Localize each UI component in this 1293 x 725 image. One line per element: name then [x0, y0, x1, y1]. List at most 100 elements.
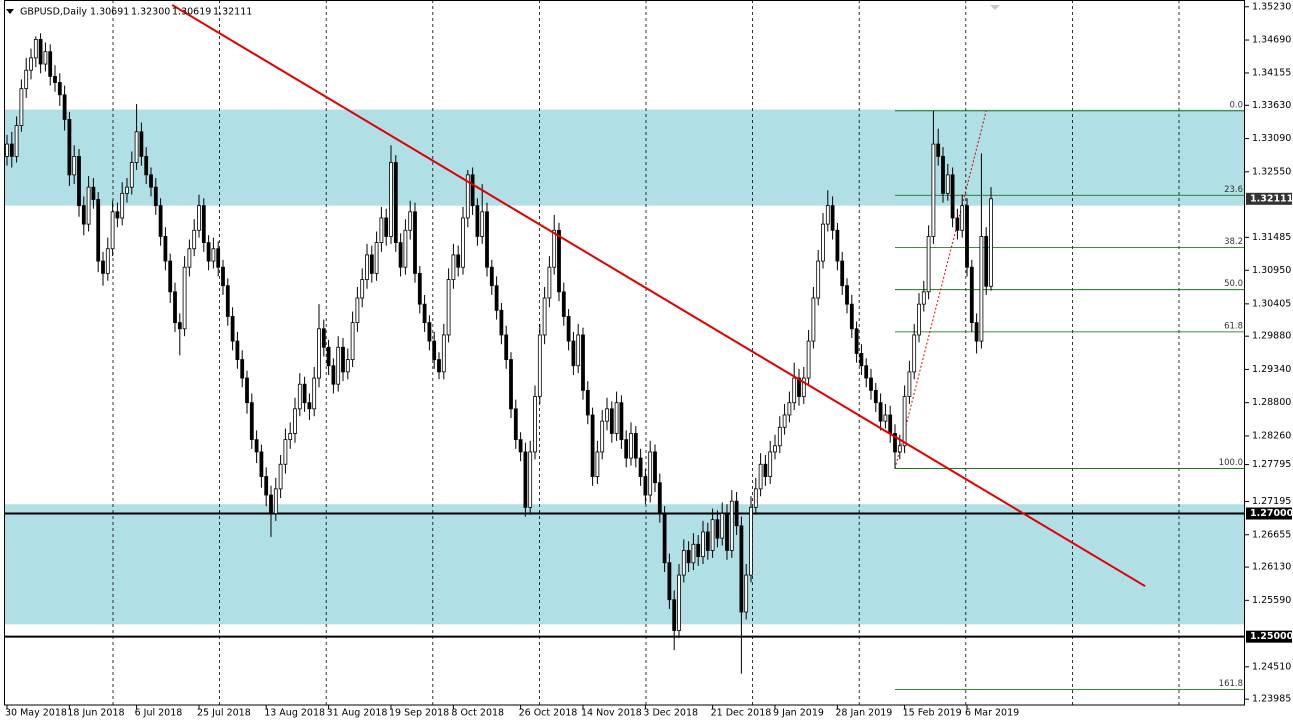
- candle-body: [869, 377, 873, 391]
- candle-body: [77, 155, 81, 207]
- candle-body: [504, 334, 509, 360]
- candle-body: [278, 463, 283, 490]
- candle-body: [715, 519, 720, 539]
- candle-body: [317, 328, 321, 379]
- candle-body: [605, 408, 609, 422]
- price-box-label: 1.25000: [1250, 631, 1293, 642]
- candle-body: [936, 143, 941, 157]
- candle-body: [773, 445, 777, 453]
- candle-body: [110, 211, 115, 250]
- fib-label: 100.0: [1219, 458, 1243, 468]
- candle-body: [864, 365, 869, 379]
- candle-body: [667, 562, 672, 601]
- candle-body: [187, 248, 192, 268]
- symbol: GBPUSD,Daily: [20, 7, 87, 18]
- candle-body: [941, 155, 945, 194]
- candle-body: [768, 451, 773, 477]
- candle-body: [441, 334, 446, 373]
- open-value: 1.30691: [90, 7, 129, 18]
- candle-body: [326, 346, 331, 367]
- trendline: [171, 4, 1146, 588]
- candle-body: [989, 198, 993, 287]
- candle-body: [331, 365, 336, 385]
- candle-body: [552, 229, 557, 268]
- candle-body: [451, 254, 456, 280]
- candle-body: [470, 174, 475, 207]
- x-tick-label: 21 Dec 2018: [711, 708, 772, 719]
- candle-body: [379, 217, 384, 243]
- candle-body: [638, 457, 643, 477]
- candle-body: [48, 51, 53, 77]
- candle-body: [422, 303, 427, 324]
- candle-body: [518, 439, 523, 453]
- x-tick-label: 15 Feb 2019: [903, 708, 962, 719]
- candle-body: [677, 574, 681, 631]
- candle-body: [686, 550, 691, 564]
- candle-body: [729, 500, 734, 551]
- candle-body: [312, 377, 317, 410]
- candle-body: [125, 186, 129, 194]
- candle-body: [749, 506, 753, 576]
- y-tick-label: 1.23985: [1252, 694, 1291, 705]
- candle-body: [168, 260, 173, 293]
- candle-body: [153, 186, 158, 207]
- candle-body: [609, 408, 614, 434]
- candle-body: [681, 550, 686, 576]
- candle-body: [91, 186, 96, 200]
- fib-label: 23.6: [1224, 185, 1243, 195]
- candle-body: [235, 340, 240, 360]
- candle-body: [960, 205, 965, 231]
- candle-body: [33, 39, 38, 59]
- menu-arrow[interactable]: [6, 9, 14, 14]
- candle-body: [509, 359, 513, 410]
- candle-body: [302, 383, 307, 404]
- y-tick-label: 1.34155: [1252, 67, 1291, 78]
- x-tick-label: 13 Aug 2018: [264, 708, 325, 719]
- y-tick-label: 1.30405: [1252, 298, 1291, 309]
- candle-body: [14, 125, 19, 157]
- candle-body: [811, 297, 816, 342]
- candle-body: [902, 396, 907, 447]
- candle-body: [115, 211, 120, 219]
- candle-body: [758, 463, 763, 490]
- candle-body: [830, 205, 835, 231]
- candle-body: [926, 236, 931, 293]
- candle-body: [561, 291, 566, 317]
- candle-body: [777, 426, 782, 447]
- candle-body: [341, 346, 345, 373]
- candle-body: [821, 223, 825, 262]
- price-box-label: 1.32111: [1250, 193, 1293, 204]
- x-tick-label: 26 Oct 2018: [519, 708, 578, 719]
- candle-body: [797, 377, 801, 397]
- candle-body: [965, 205, 969, 268]
- candle-body: [696, 543, 701, 558]
- candle-body: [129, 162, 134, 188]
- candle-body: [619, 402, 624, 441]
- candle-body: [398, 242, 403, 268]
- price-box: [1246, 507, 1292, 520]
- candle-body: [710, 519, 715, 551]
- candle-body: [446, 279, 451, 336]
- x-tick-label: 6 Mar 2019: [965, 708, 1019, 719]
- candle-body: [427, 322, 432, 342]
- candle-body: [763, 463, 768, 477]
- y-tick-label: 1.29340: [1252, 364, 1291, 375]
- y-tick-label: 1.30950: [1252, 265, 1291, 276]
- candle-body: [499, 309, 504, 336]
- zone: [5, 109, 1245, 206]
- fib-label: 50.0: [1224, 279, 1243, 289]
- candle-body: [835, 229, 840, 262]
- plot-frame: [4, 0, 1245, 706]
- candle-body: [633, 433, 638, 459]
- candle-body: [581, 334, 585, 391]
- candle-body: [672, 599, 677, 631]
- candle-body: [974, 322, 979, 342]
- y-tick-label: 1.31485: [1252, 232, 1291, 243]
- candle-body: [792, 377, 797, 404]
- x-tick-label: 8 Oct 2018: [451, 708, 504, 719]
- x-tick-label: 6 Jul 2018: [135, 708, 183, 719]
- candle-body: [384, 217, 389, 237]
- candle-body: [907, 371, 912, 397]
- candle-body: [912, 334, 917, 373]
